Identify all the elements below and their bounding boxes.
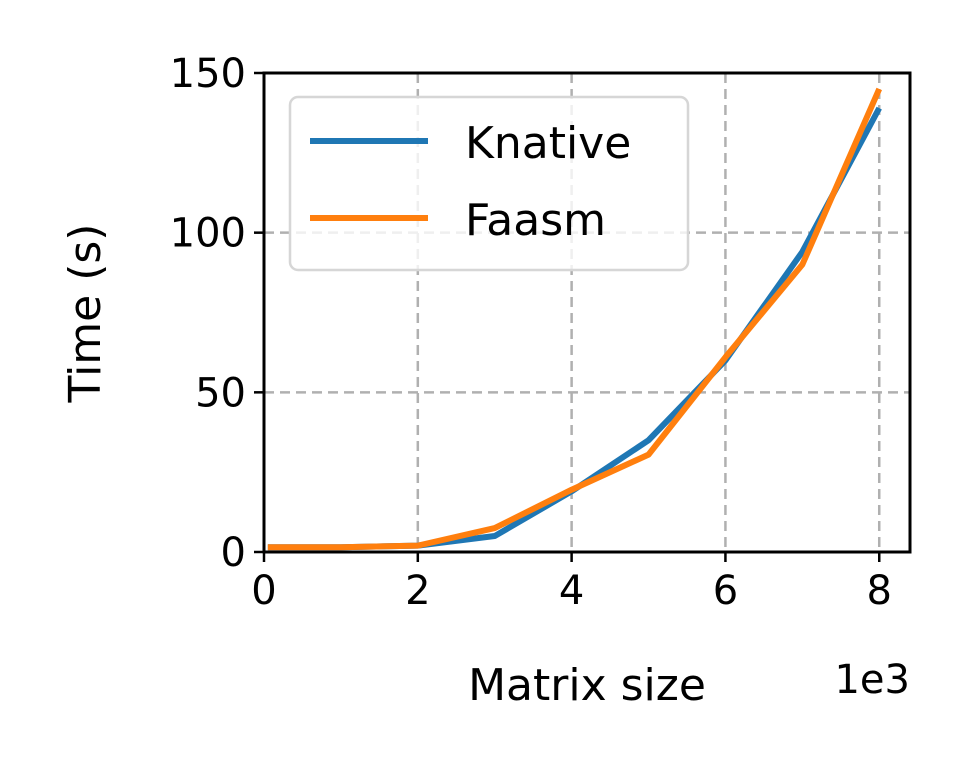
x-tick-label: 0 (251, 568, 276, 614)
x-tick-label: 2 (405, 568, 430, 614)
x-tick-label: 4 (559, 568, 584, 614)
y-tick-label: 0 (221, 530, 246, 576)
legend-label-knative: Knative (465, 118, 631, 169)
x-axis-offset-label: 1e3 (834, 657, 910, 703)
plot-frame (262, 71, 912, 554)
y-tick-label: 150 (170, 51, 246, 97)
legend-label-faasm: Faasm (465, 195, 606, 246)
x-axis-label: Matrix size (468, 660, 706, 711)
y-tick-label: 100 (170, 211, 246, 257)
legend: Knative Faasm (288, 95, 690, 272)
y-tick-label: 50 (195, 370, 246, 416)
x-tick-label: 8 (867, 568, 892, 614)
y-axis-label: Time (s) (60, 224, 111, 404)
series-line-faasm (267, 87, 882, 551)
series-lines (267, 87, 882, 551)
axis-ticks: 0 2 4 6 8 0 50 100 150 (170, 51, 892, 614)
x-tick-label: 6 (713, 568, 738, 614)
